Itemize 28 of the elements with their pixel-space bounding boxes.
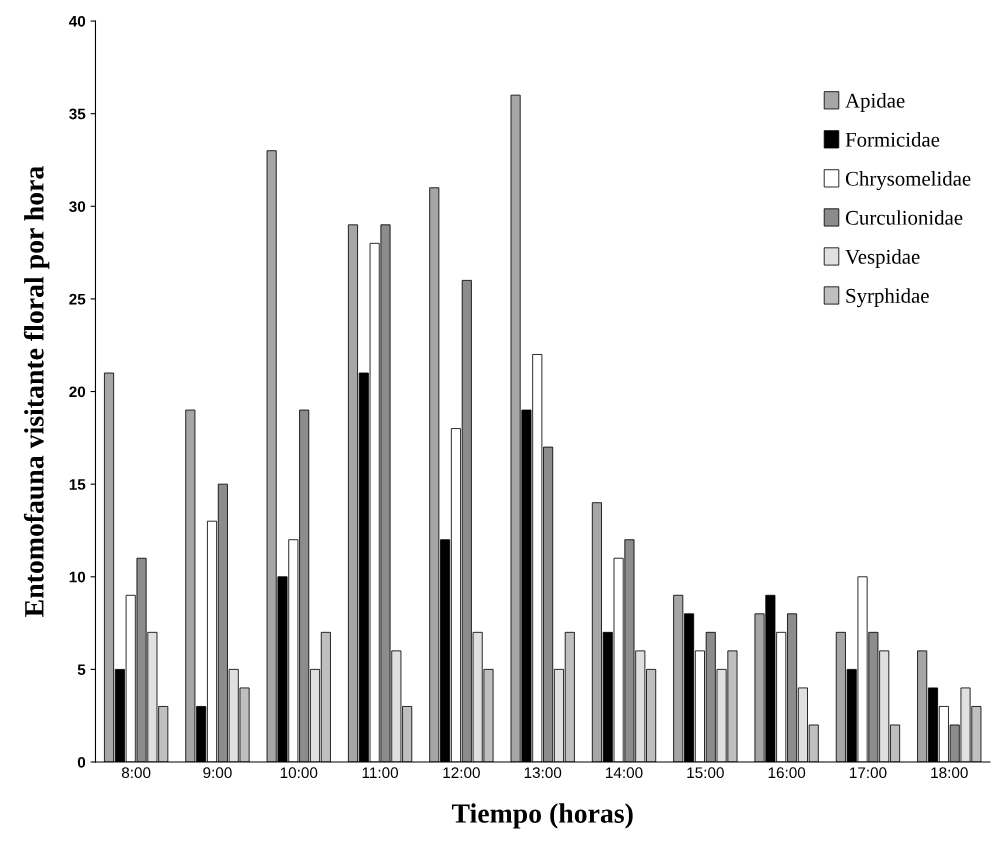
x-tick-label: 15:00 (687, 767, 724, 779)
legend-label: Vespidae (845, 249, 920, 269)
legend-label: Formicidae (845, 132, 940, 147)
y-tick-label: 10 (69, 571, 86, 583)
x-axis-title: Tiempo (horas) (451, 803, 633, 829)
x-tick-label: 16:00 (768, 767, 806, 779)
y-tick-label: 0 (77, 756, 86, 768)
y-tick-label: 35 (69, 108, 86, 120)
legend-label: Curculionidae (845, 210, 963, 225)
x-tick-label: 9:00 (203, 767, 232, 779)
y-tick-label: 40 (68, 15, 86, 27)
y-tick-label: 30 (69, 201, 86, 212)
x-tick-label: 17:00 (850, 767, 887, 779)
legend-label: Chrysomelidae (845, 171, 971, 191)
x-tick-label: 8:00 (121, 767, 151, 779)
x-tick-label: 12:00 (443, 767, 480, 779)
legend-label: Apidae (845, 93, 905, 112)
x-tick-label: 14:00 (606, 767, 643, 779)
legend-label: Syrphidae (846, 288, 929, 308)
y-tick-label: 15 (69, 479, 86, 490)
x-tick-label: 11:00 (362, 767, 399, 779)
x-tick-label: 13:00 (524, 767, 562, 779)
y-tick-label: 20 (69, 386, 86, 398)
y-axis-title: Entomofauna visitante floral por hora (23, 166, 50, 617)
x-tick-label: 10:00 (280, 767, 318, 779)
y-tick-label: 5 (77, 664, 86, 676)
y-tick-label: 25 (69, 293, 86, 305)
x-tick-label: 18:00 (931, 767, 968, 779)
